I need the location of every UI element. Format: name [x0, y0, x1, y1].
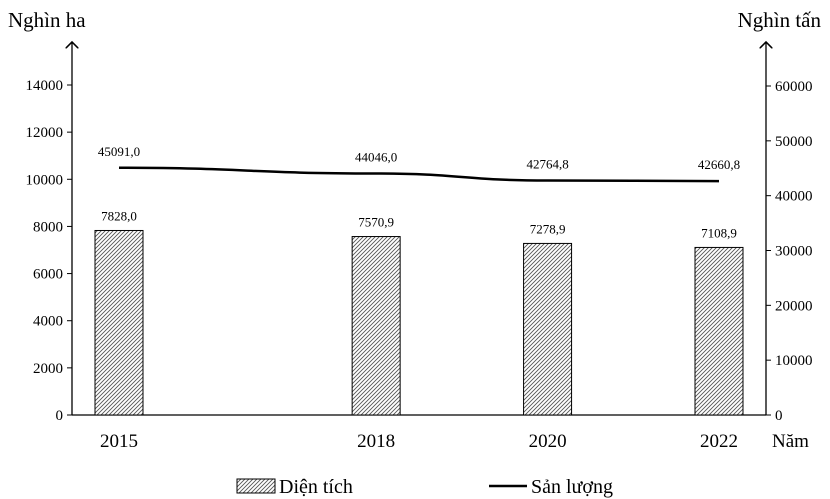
x-tick-label: 2015	[100, 431, 138, 452]
legend-label-line: Sản lượng	[531, 476, 613, 498]
bar	[94, 229, 144, 416]
line-data-label: 42764,8	[526, 157, 568, 172]
y-right-tick-label: 30000	[775, 244, 813, 260]
x-tick-label: 2018	[357, 431, 395, 452]
y-left-title: Nghìn ha	[8, 8, 86, 32]
bar	[351, 236, 401, 416]
x-ticks: 2015 2018 2020 2022	[100, 431, 738, 452]
x-tick-label: 2020	[529, 431, 567, 452]
bar	[694, 246, 744, 416]
y-right-tick-label: 50000	[775, 134, 813, 150]
bar-series	[94, 229, 744, 416]
y-right-tick-label: 20000	[775, 298, 813, 314]
y-left-tick-label: 4000	[33, 314, 63, 330]
x-tick-label: 2022	[700, 431, 738, 452]
y-right-tick-label: 0	[775, 408, 783, 424]
bar-data-label: 7570,9	[358, 215, 394, 230]
data-labels: 7828,0 7570,9 7278,9 7108,9 45091,0 44046,0 42…	[98, 144, 740, 241]
line-data-label: 42660,8	[698, 157, 740, 172]
bar	[523, 242, 573, 416]
line-path	[118, 166, 720, 183]
line-data-label: 44046,0	[355, 149, 397, 164]
bar-data-label: 7278,9	[530, 221, 566, 236]
y-left-tick-label: 12000	[26, 125, 64, 141]
legend-swatch-bar	[236, 478, 276, 494]
y-right-title: Nghìn tấn	[738, 8, 822, 32]
y-left-tick-label: 6000	[33, 267, 63, 283]
y-right-ticks: 0 10000 20000 30000 40000 50000 60000	[766, 79, 813, 424]
y-right-tick-label: 60000	[775, 79, 813, 95]
y-left-ticks: 0 2000 4000 6000 8000 10000 12000 14000	[26, 78, 72, 424]
y-left-tick-label: 2000	[33, 361, 63, 377]
y-left-tick-label: 14000	[26, 78, 64, 94]
line-series	[118, 166, 720, 183]
bar-data-label: 7108,9	[701, 225, 737, 240]
y-left-tick-label: 10000	[26, 172, 64, 188]
legend: Diện tích Sản lượng	[236, 476, 613, 498]
x-axis-title: Năm	[772, 431, 809, 452]
y-right-tick-label: 10000	[775, 353, 813, 369]
y-left-tick-label: 8000	[33, 219, 63, 235]
y-left-tick-label: 0	[56, 408, 64, 424]
bar-data-label: 7828,0	[101, 208, 137, 223]
y-right-tick-label: 40000	[775, 189, 813, 205]
legend-label-bar: Diện tích	[279, 476, 353, 498]
line-data-label: 45091,0	[98, 144, 140, 159]
